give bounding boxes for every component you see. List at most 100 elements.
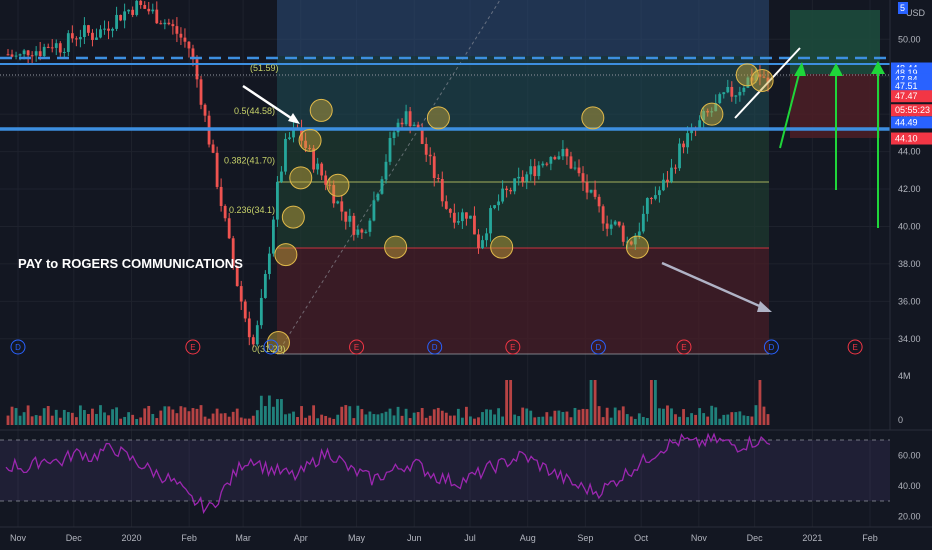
candle-body	[641, 213, 645, 232]
candle-body	[263, 273, 267, 298]
candle	[404, 104, 408, 127]
event-marker-earnings[interactable]: E	[349, 339, 365, 355]
volume-bar	[501, 416, 505, 425]
candle-body	[376, 193, 380, 201]
candle-body	[46, 46, 50, 48]
volume-bar	[219, 413, 223, 425]
candle-body	[400, 122, 404, 125]
candle	[645, 197, 649, 222]
volume-bar	[22, 412, 26, 425]
volume-bar	[505, 380, 509, 425]
candle	[529, 159, 533, 181]
volume-bar	[412, 412, 416, 425]
volume-bar	[328, 417, 332, 425]
candle	[581, 166, 585, 192]
event-marker-dividend[interactable]: D	[763, 339, 779, 355]
candle-body	[698, 120, 702, 129]
volume-bar	[368, 411, 372, 425]
candle	[653, 186, 657, 201]
volume-bar	[428, 415, 432, 425]
candle-body	[308, 147, 311, 149]
candle-body	[119, 14, 123, 21]
event-marker-earnings[interactable]: E	[847, 339, 863, 355]
candle	[30, 51, 34, 65]
candle	[597, 194, 601, 213]
event-marker-ring	[427, 339, 443, 355]
candle-body	[34, 51, 38, 56]
candle-body	[336, 201, 340, 204]
candle	[131, 6, 135, 18]
volume-bar	[324, 415, 328, 425]
price-badge-label: 47.51	[895, 81, 918, 91]
price-tick-label: 34.00	[898, 334, 921, 344]
volume-bar	[525, 408, 529, 425]
event-marker-ring	[263, 339, 279, 355]
event-marker-dividend[interactable]: D	[427, 339, 443, 355]
event-markers[interactable]: D E D E D E D ED E	[10, 339, 863, 355]
candle	[400, 118, 404, 129]
candle	[649, 196, 653, 205]
candle	[444, 195, 448, 210]
candle-body	[356, 229, 360, 235]
candle-body	[292, 127, 295, 138]
candle-body	[74, 38, 78, 40]
volume-bar	[376, 414, 380, 425]
candle-body	[633, 235, 637, 245]
candle	[280, 166, 283, 184]
event-marker-earnings[interactable]: E	[676, 339, 692, 355]
candle-body	[123, 11, 127, 21]
price-badge-box	[891, 132, 932, 145]
candle	[718, 92, 722, 105]
price-badge: 44.10	[891, 132, 932, 145]
price-badge: 47.51	[891, 79, 932, 92]
volume-bar	[292, 411, 295, 425]
candle-body	[66, 33, 70, 52]
event-marker-dividend[interactable]: D	[263, 339, 279, 355]
volume-bar	[115, 407, 118, 425]
grey-arrow-line	[661, 261, 765, 310]
fib-level-label: 0.5(44.58)	[234, 106, 275, 116]
candle	[380, 176, 384, 195]
candle-body	[440, 178, 444, 202]
candle	[497, 194, 500, 211]
candle	[505, 185, 509, 198]
event-marker-dividend[interactable]: D	[10, 339, 26, 355]
time-axis[interactable]: Nov Dec 2020 Feb Mar Apr May Jun Jul Aug Sep Oct Nov…	[10, 533, 878, 543]
candle-body	[452, 212, 456, 223]
candle	[477, 229, 480, 254]
candle	[6, 49, 10, 56]
pivot-circle	[281, 205, 305, 229]
candle-body	[549, 156, 553, 164]
volume-bar	[589, 380, 593, 425]
event-marker-dividend[interactable]: D	[590, 339, 606, 355]
candle	[324, 170, 328, 191]
candle	[557, 151, 561, 160]
volume-bar	[99, 405, 102, 425]
volume-bar	[473, 418, 476, 425]
candle	[388, 131, 392, 166]
candle-body	[163, 22, 167, 25]
candle	[493, 205, 496, 210]
event-marker-ring	[185, 339, 201, 355]
candle-body	[300, 128, 303, 141]
candle	[292, 121, 295, 143]
event-marker-earnings[interactable]: E	[185, 339, 201, 355]
candle-body	[159, 23, 163, 25]
candle-body	[6, 54, 10, 56]
candle-body	[30, 55, 34, 57]
event-marker-earnings[interactable]: E	[505, 339, 521, 355]
candle-body	[14, 55, 18, 57]
candle	[376, 192, 380, 202]
candle	[78, 29, 82, 48]
candle	[187, 41, 191, 58]
volume-bar	[605, 407, 609, 425]
volume-bar	[658, 408, 661, 425]
price-badge-box	[891, 116, 932, 129]
time-tick-label: 2021	[802, 533, 822, 543]
pivot-circle	[309, 98, 333, 122]
price-tick-label: 40.00	[898, 221, 921, 231]
volume-bar	[469, 416, 472, 425]
corner-badge[interactable]	[898, 2, 908, 14]
candle	[139, 0, 143, 9]
